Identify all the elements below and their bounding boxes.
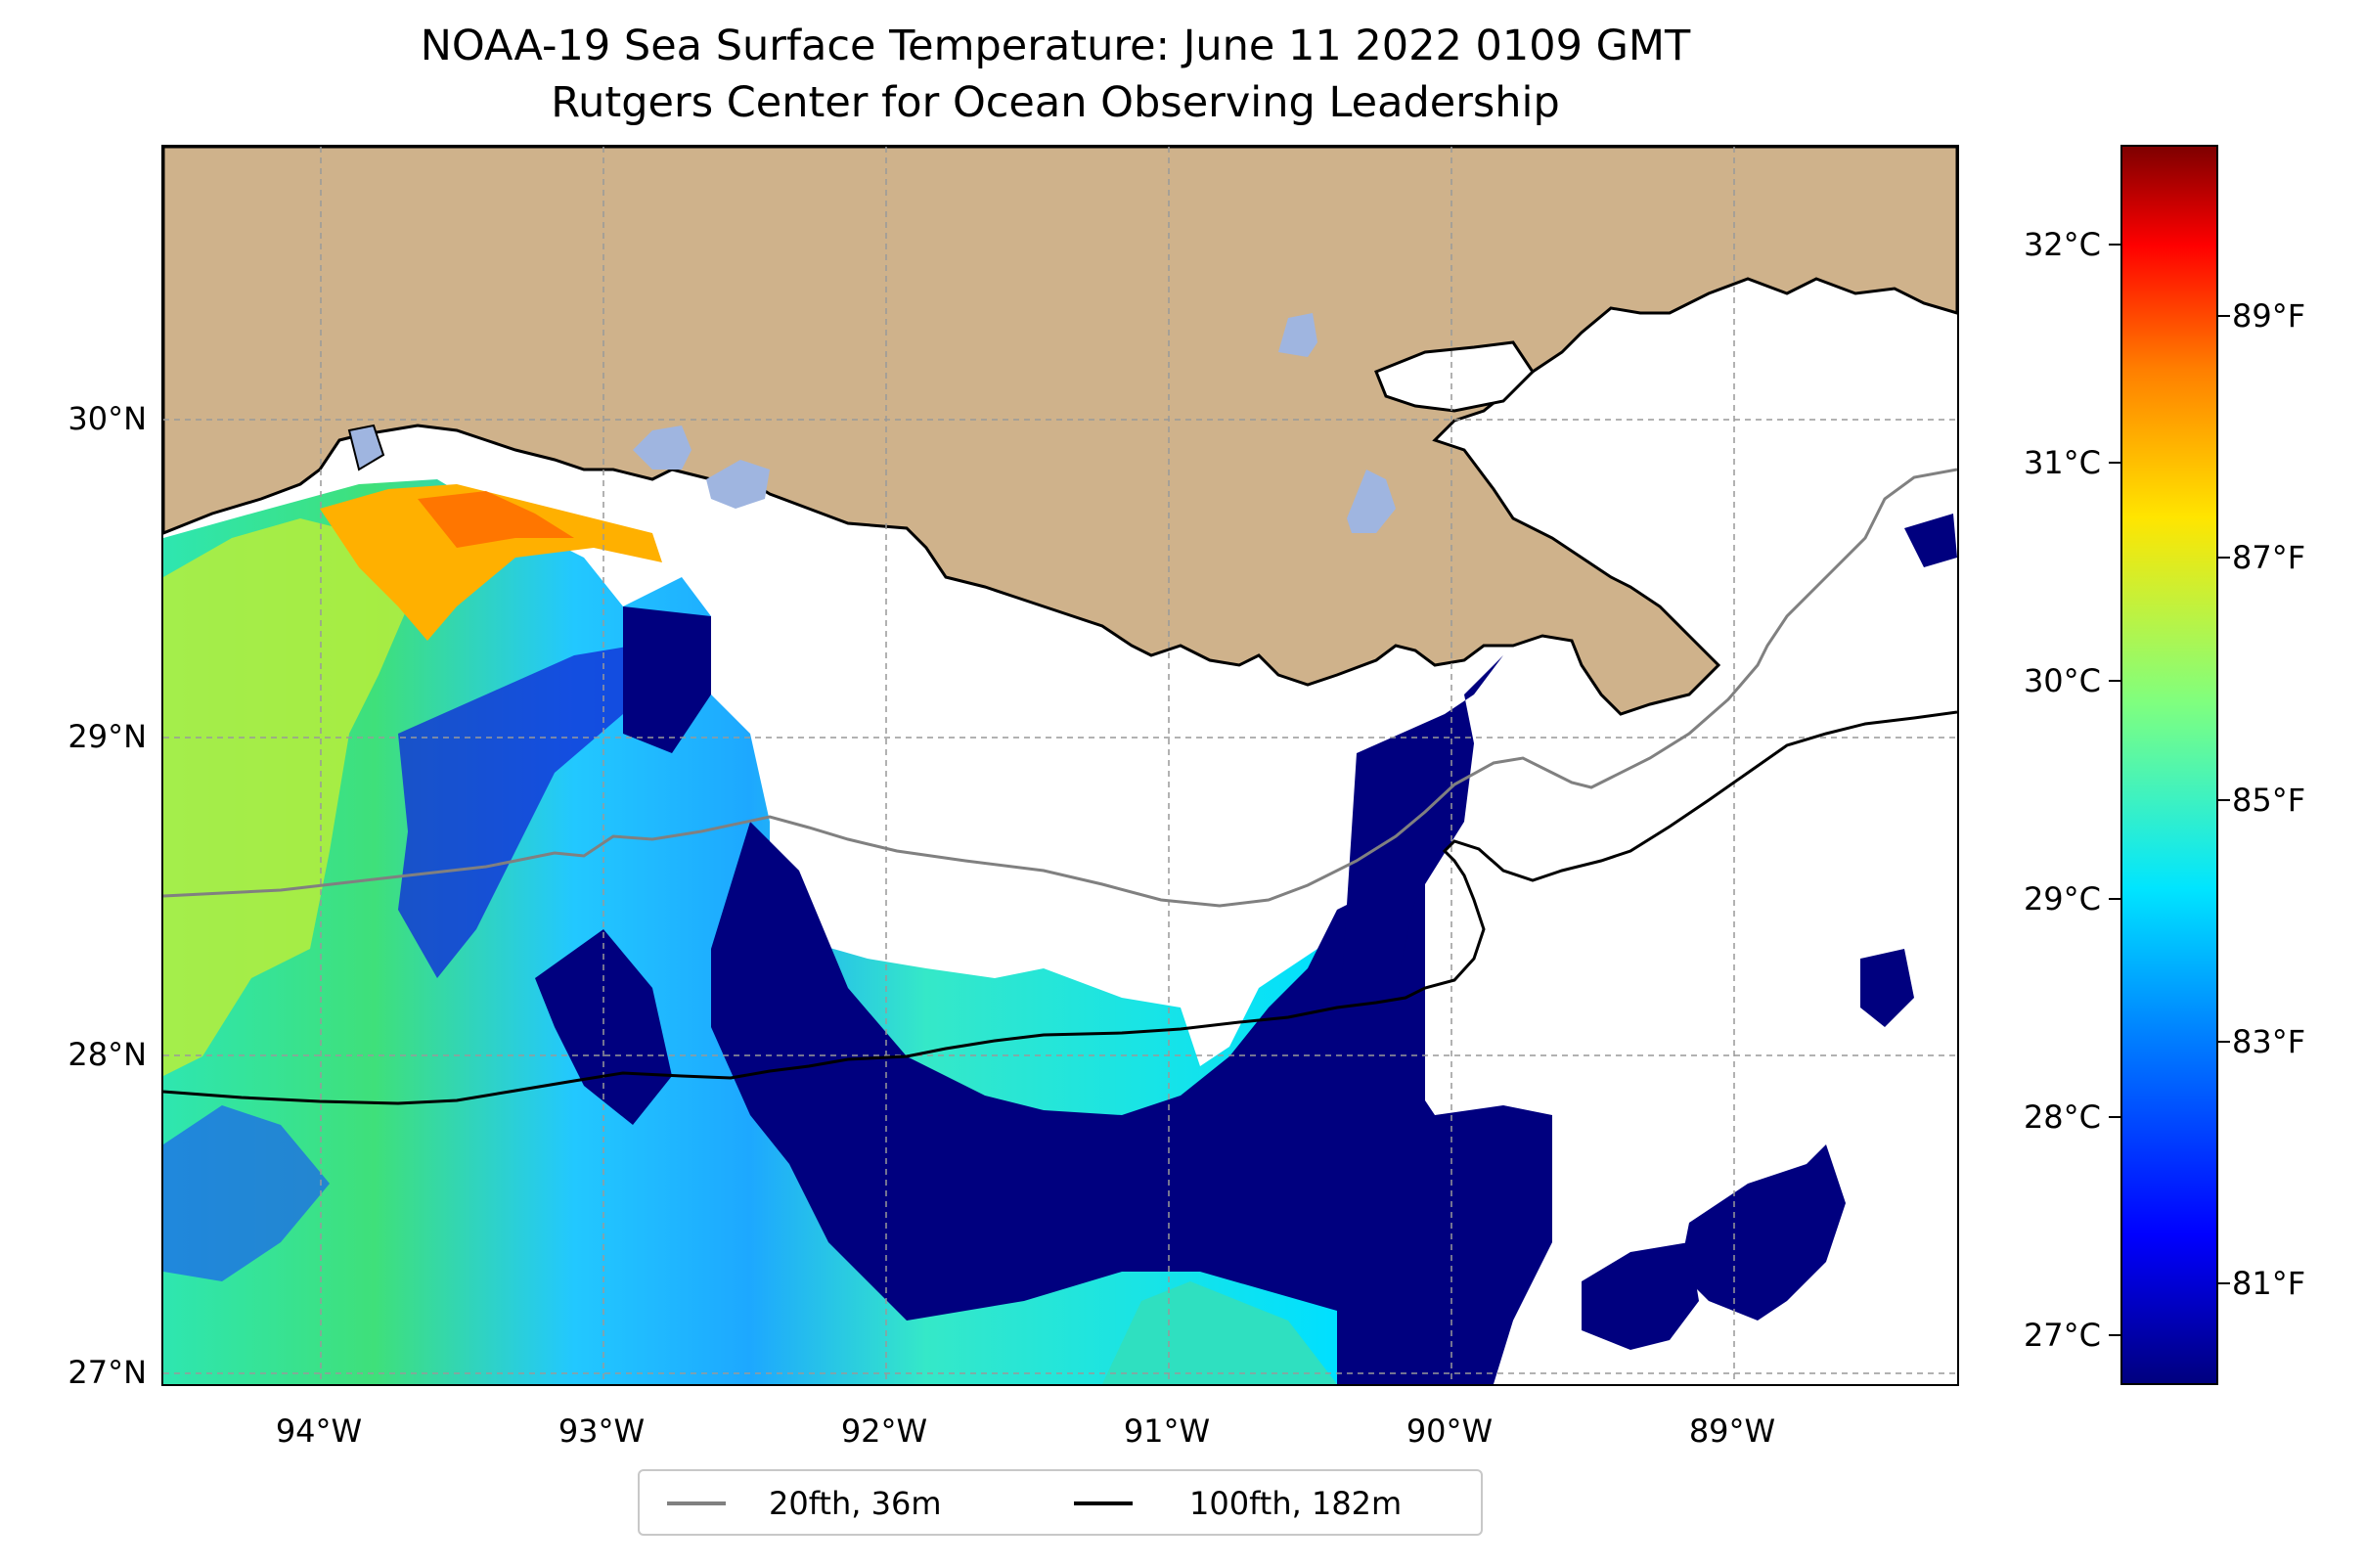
lon-label-93w: 93°W: [558, 1412, 646, 1450]
sst-east-patch-4: [1904, 514, 1957, 567]
map-subtitle: Rutgers Center for Ocean Observing Leade…: [551, 78, 1560, 127]
colorbar-label-28c: 28°C: [2023, 1098, 2101, 1136]
colorbar-tick-85f: [2218, 799, 2230, 801]
map-title: NOAA-19 Sea Surface Temperature: June 11…: [420, 22, 1691, 70]
lon-label-94w: 94°W: [275, 1412, 363, 1450]
colorbar-label-31c: 31°C: [2023, 444, 2101, 481]
colorbar-tick-89f: [2218, 315, 2230, 317]
sst-cold-nearshore: [535, 929, 672, 1125]
lat-label-30n: 30°N: [67, 400, 147, 437]
graticule: [163, 147, 1957, 1384]
sst-cold-tongue-east: [1337, 655, 1552, 1384]
colorbar-label-27c: 27°C: [2023, 1317, 2101, 1354]
sst-cold-tongue-west: [711, 822, 1425, 1384]
colorbar-label-89f: 89°F: [2232, 297, 2306, 335]
bay-west: [347, 424, 385, 471]
lon-label-89w: 89°W: [1688, 1412, 1776, 1450]
colorbar-label-87f: 87°F: [2232, 539, 2306, 576]
legend: 20fth, 36m 100fth, 182m: [638, 1469, 1483, 1536]
colorbar-tick-28c: [2109, 1116, 2120, 1118]
lon-label-92w: 92°W: [840, 1412, 928, 1450]
sst-map-canvas: [163, 147, 1957, 1384]
sst-cold-band: [398, 646, 692, 978]
isobath-100fth: [163, 710, 1957, 1105]
lake-maurepas: [1278, 313, 1317, 357]
sst-east-patch-3: [1860, 949, 1914, 1027]
colorbar-label-81f: 81°F: [2232, 1265, 2306, 1302]
colorbar-label-29c: 29°C: [2023, 880, 2101, 918]
legend-label-20fth: 20fth, 36m: [769, 1485, 942, 1522]
colorbar-label-83f: 83°F: [2232, 1023, 2306, 1060]
lake-west-1: [633, 426, 692, 470]
legend-swatch-100fth: [1074, 1501, 1133, 1505]
lat-label-27n: 27°N: [67, 1354, 147, 1391]
colorbar-tick-81f: [2218, 1282, 2230, 1284]
lat-label-29n: 29°N: [67, 718, 147, 755]
sst-warm-coastal: [320, 484, 662, 641]
lake-pontchartrain: [1374, 340, 1535, 413]
sst-east-patch-2: [1582, 1242, 1699, 1350]
sst-cold-south: [163, 1105, 330, 1281]
sst-cold-edge: [623, 606, 711, 753]
legend-label-100fth: 100fth, 182m: [1189, 1485, 1403, 1522]
lake-west-2: [706, 460, 770, 509]
lat-label-28n: 28°N: [67, 1036, 147, 1073]
colorbar-tick-31c: [2109, 462, 2120, 464]
colorbar-tick-30c: [2109, 680, 2120, 682]
isobath-20fth: [163, 468, 1957, 908]
sst-warm-south: [1102, 1281, 1337, 1384]
colorbar: [2120, 145, 2218, 1385]
sst-field: [163, 479, 1957, 1384]
colorbar-label-85f: 85°F: [2232, 782, 2306, 819]
sst-hot-coastal: [418, 491, 574, 548]
sst-east-patch-1: [1679, 1144, 1846, 1321]
sst-map: [161, 145, 1959, 1386]
lon-label-91w: 91°W: [1123, 1412, 1211, 1450]
colorbar-tick-83f: [2218, 1041, 2230, 1043]
colorbar-tick-29c: [2109, 898, 2120, 900]
colorbar-tick-27c: [2109, 1334, 2120, 1336]
lon-label-90w: 90°W: [1406, 1412, 1494, 1450]
colorbar-label-30c: 30°C: [2023, 662, 2101, 699]
sst-yellow-patch: [163, 518, 408, 1076]
legend-swatch-20fth: [667, 1501, 726, 1505]
colorbar-label-32c: 32°C: [2023, 226, 2101, 263]
lake-central: [1347, 470, 1396, 533]
land-mass: [163, 147, 1957, 716]
colorbar-tick-32c: [2109, 244, 2120, 246]
colorbar-tick-87f: [2218, 557, 2230, 559]
